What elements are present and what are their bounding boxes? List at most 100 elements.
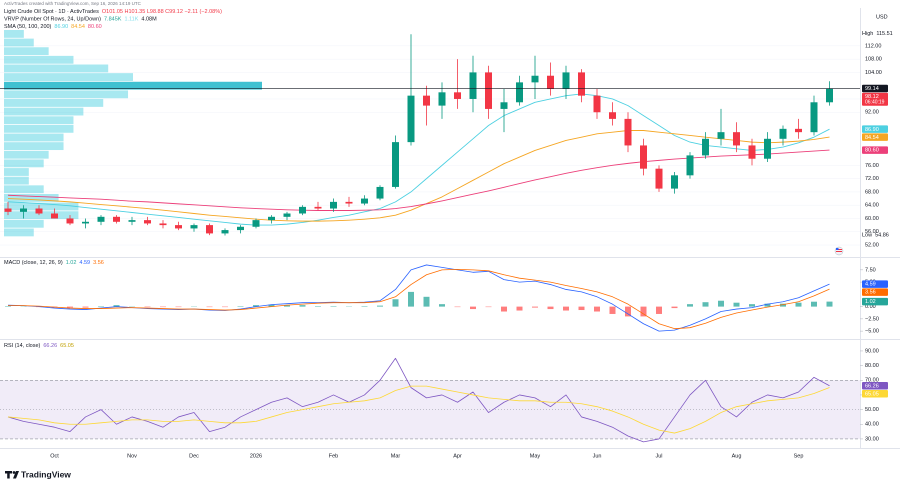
y-tick-label: 80.00 xyxy=(865,363,879,369)
candle-body xyxy=(51,213,58,219)
histogram-bar xyxy=(640,306,647,317)
histogram-bar xyxy=(594,306,600,312)
histogram-bar xyxy=(268,304,275,307)
candle-body xyxy=(454,92,461,99)
indicator-line xyxy=(7,385,830,434)
candle-body xyxy=(717,132,725,139)
x-tick-label: Feb xyxy=(329,453,338,459)
histogram-bar xyxy=(795,302,802,307)
volume-profile-bar xyxy=(4,168,29,176)
x-tick-label: Sep xyxy=(794,453,804,459)
histogram-bar xyxy=(516,306,523,311)
legend-item: 1.02 xyxy=(66,260,77,266)
y-tick-label: 112.00 xyxy=(865,43,881,49)
candle-body xyxy=(35,208,43,214)
candle-body xyxy=(376,186,384,199)
candle-body xyxy=(469,72,477,99)
histogram-bar xyxy=(578,306,585,311)
logo-text: TradingView xyxy=(21,469,71,479)
indicator-line xyxy=(7,130,830,222)
candle-body xyxy=(175,225,182,229)
volume-profile-bar xyxy=(4,38,34,47)
histogram-bar xyxy=(113,305,120,307)
candle-body xyxy=(206,225,213,234)
price-badge-label: 1.02 xyxy=(865,299,876,305)
x-tick-label: Apr xyxy=(453,453,462,459)
legend-item: 84.54 xyxy=(71,24,85,30)
legend-item: SMA (50, 100, 200) xyxy=(4,24,52,30)
histogram-bar xyxy=(408,291,414,307)
legend-row: MACD (close, 12, 26, 9) 1.02 4.59 3.56 xyxy=(4,260,104,266)
volume-profile-bar xyxy=(4,228,34,237)
x-tick-label: Aug xyxy=(732,453,742,459)
y-tick-label: 70.00 xyxy=(865,378,879,384)
price-badge-label: 84.54 xyxy=(865,135,879,141)
indicator-line xyxy=(8,268,830,330)
legend-item: 7.845K xyxy=(104,17,122,23)
price-badge xyxy=(862,280,888,288)
volume-profile-bar xyxy=(4,107,84,116)
price-badge xyxy=(862,84,888,93)
candle-body xyxy=(237,226,244,231)
y-tick-label: 76.00 xyxy=(865,163,879,169)
y-tick-label: 64.00 xyxy=(865,203,879,209)
candle-body xyxy=(190,225,198,229)
high-label-value: 115.51 xyxy=(876,32,892,38)
volume-profile-bar xyxy=(4,185,44,194)
candle-body xyxy=(748,145,756,159)
countdown-label: 06:40:19 xyxy=(865,100,885,106)
histogram-bar xyxy=(656,306,662,314)
price-badge-label: 99.14 xyxy=(865,86,879,92)
legend-item: 1.11K xyxy=(124,17,138,23)
candle-body xyxy=(485,72,492,109)
candle-body xyxy=(702,138,709,156)
y-tick-label: 0.00 xyxy=(865,304,876,310)
candle-body xyxy=(764,138,771,159)
candle-body xyxy=(283,213,291,217)
histogram-bar xyxy=(253,305,259,307)
indicator-line xyxy=(7,93,830,226)
candle-body xyxy=(159,223,167,226)
candle-body xyxy=(345,201,353,204)
candle-body xyxy=(252,220,260,227)
candle-body xyxy=(20,208,27,212)
legend-item: 4.08M xyxy=(141,17,157,23)
y-tick-label: 68.00 xyxy=(865,189,879,195)
y-tick-label: 60.00 xyxy=(865,216,879,222)
candle-body xyxy=(423,95,430,106)
volume-profile-bar xyxy=(4,64,109,73)
volume-profile-bar xyxy=(4,124,74,133)
histogram-bar xyxy=(718,300,724,307)
indicator-line xyxy=(7,357,830,443)
price-badge xyxy=(862,297,888,306)
y-tick-label: 92.00 xyxy=(865,110,879,116)
legend-item: 4.59 xyxy=(79,260,90,266)
histogram-bar xyxy=(563,306,569,311)
candle-body xyxy=(516,82,523,103)
price-badge-label: 65.05 xyxy=(865,391,879,397)
candle-body xyxy=(314,206,322,209)
candle-body xyxy=(733,132,740,146)
candle-body xyxy=(221,230,229,234)
legend-item: 80.60 xyxy=(88,24,102,30)
x-tick-label: Oct xyxy=(50,453,59,459)
y-tick-label: 56.00 xyxy=(865,229,879,235)
y-tick-label: 108.00 xyxy=(865,57,882,63)
candle-body xyxy=(361,198,368,204)
x-tick-label: Jul xyxy=(655,453,662,459)
price-badge xyxy=(862,125,888,133)
histogram-bar xyxy=(470,306,476,310)
candle-body xyxy=(4,208,12,212)
legend-row: SMA (50, 100, 200) 86.90 84.54 80.60 xyxy=(4,24,102,30)
candle-body xyxy=(795,128,802,133)
candle-body xyxy=(578,72,585,96)
y-tick-label: 7.50 xyxy=(865,267,876,273)
candle-body xyxy=(299,206,306,214)
histogram-bar xyxy=(299,305,306,307)
candle-body xyxy=(779,128,787,139)
volume-profile-bar xyxy=(4,219,44,228)
legend-row: VRVP (Number Of Rows, 24, Up/Down) 7.845K… xyxy=(4,17,157,23)
legend-item: MACD (close, 12, 26, 9) xyxy=(4,260,63,266)
histogram-bar xyxy=(501,306,507,312)
candle-body xyxy=(268,216,275,221)
